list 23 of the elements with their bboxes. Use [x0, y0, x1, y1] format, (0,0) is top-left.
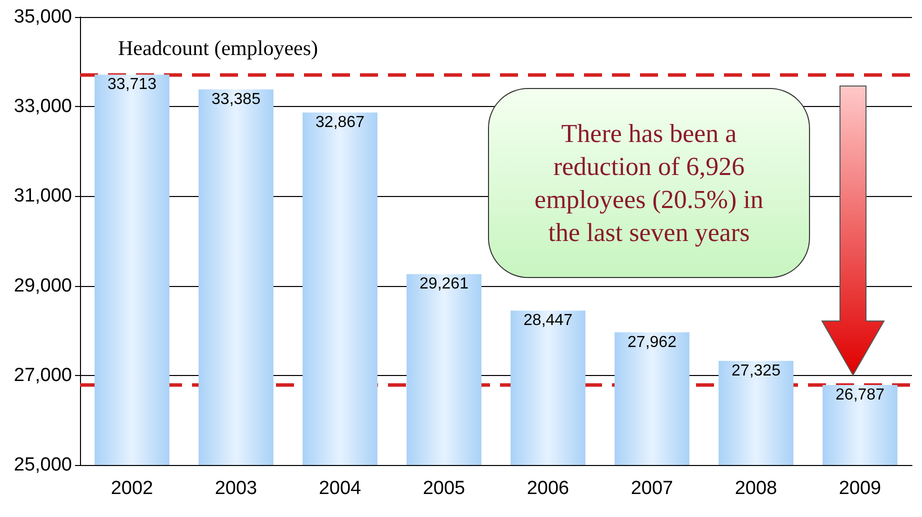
x-tick-label: 2006: [526, 478, 570, 499]
x-tick-label: 2007: [630, 478, 674, 499]
y-tick-label: 25,000: [14, 454, 72, 476]
x-tick-label: 2004: [318, 478, 362, 499]
data-label: 26,787: [836, 386, 885, 404]
y-axis-title: Headcount (employees): [118, 36, 318, 61]
y-tick-label: 27,000: [14, 364, 72, 386]
data-label: 33,713: [108, 76, 157, 94]
x-tick-label: 2005: [422, 478, 466, 499]
x-tick-label: 2003: [214, 478, 258, 499]
y-tick-label: 29,000: [14, 275, 72, 296]
x-tick-label: 2002: [110, 478, 154, 499]
data-label: 32,867: [316, 114, 365, 132]
data-label: 28,447: [524, 312, 573, 330]
x-tick-label: 2008: [734, 478, 778, 499]
data-label: 27,325: [732, 362, 781, 380]
y-tick-label: 35,000: [14, 6, 72, 28]
y-tick-label: 33,000: [14, 96, 72, 118]
data-label: 33,385: [212, 90, 261, 108]
x-tick-label: 2009: [838, 478, 882, 499]
y-tick-label: 31,000: [14, 186, 72, 207]
data-label: 29,261: [420, 276, 469, 293]
data-label: 27,962: [628, 334, 677, 351]
